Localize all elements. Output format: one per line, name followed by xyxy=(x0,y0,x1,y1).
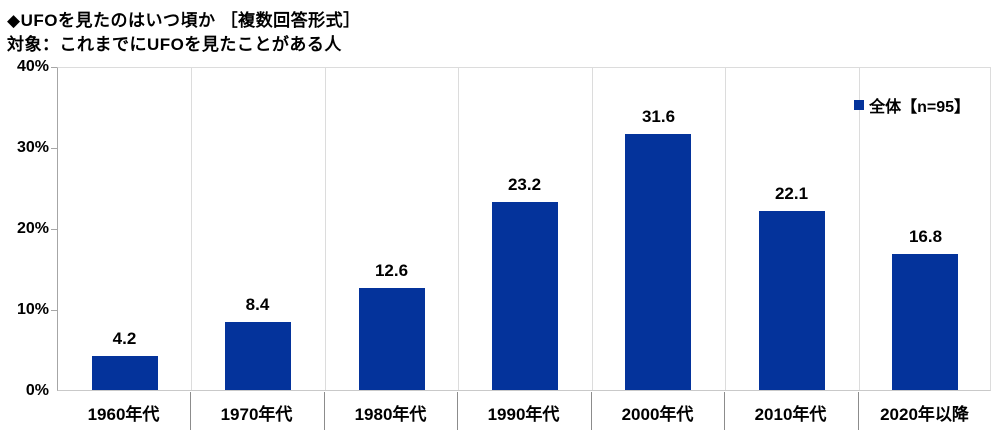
x-axis-tick-mark xyxy=(190,392,191,430)
bar-1970年代 xyxy=(225,322,291,390)
bar-1990年代 xyxy=(492,202,558,390)
category-gridline xyxy=(592,68,593,390)
bar-2000年代 xyxy=(625,134,691,390)
bar-value-label: 8.4 xyxy=(245,295,270,314)
category-gridline xyxy=(191,68,192,390)
y-axis-tick-mark xyxy=(51,148,57,149)
bar-2010年代 xyxy=(759,211,825,390)
y-axis-tick-label: 20% xyxy=(16,220,49,237)
x-axis-tick-mark xyxy=(591,392,592,430)
bar-1980年代 xyxy=(359,288,425,390)
bar-value-label: 4.2 xyxy=(112,329,137,348)
category-gridline xyxy=(325,68,326,390)
category-gridline xyxy=(458,68,459,390)
legend-series-label: 全体【n=95】 xyxy=(869,99,970,116)
y-axis-tick-label: 30% xyxy=(16,139,49,156)
x-axis-tick-mark xyxy=(457,392,458,430)
x-axis-category-label: 1970年代 xyxy=(220,405,293,424)
bar-value-label: 23.2 xyxy=(507,175,542,194)
category-gridline xyxy=(859,68,860,390)
legend: 全体【n=95】 xyxy=(854,93,970,117)
x-axis-tick-mark xyxy=(858,392,859,430)
bar-value-label: 12.6 xyxy=(374,261,409,280)
y-axis-tick-label: 0% xyxy=(25,382,49,399)
category-gridline xyxy=(725,68,726,390)
y-axis-tick-label: 10% xyxy=(16,301,49,318)
bar-value-label: 16.8 xyxy=(908,227,943,246)
x-axis-category-label: 2010年代 xyxy=(754,405,827,424)
page-title: ◆UFOを見たのはいつ頃か ［複数回答形式］ xyxy=(7,11,361,30)
plot-area: 4.2 8.4 12.6 23.2 31.6 22.1 16.8 xyxy=(57,67,991,391)
y-axis-tick-mark xyxy=(51,310,57,311)
x-axis-category-label: 1990年代 xyxy=(487,405,560,424)
page-subtitle: 対象：これまでにUFOを見たことがある人 xyxy=(7,35,342,54)
x-axis-category-label: 1960年代 xyxy=(87,405,160,424)
x-axis-category-label: 2000年代 xyxy=(621,405,694,424)
y-axis-tick-label: 40% xyxy=(16,58,49,75)
y-axis-tick-mark xyxy=(51,229,57,230)
x-axis-category-label: 1980年代 xyxy=(354,405,427,424)
legend-series-marker-icon xyxy=(854,100,865,110)
bar-value-label: 31.6 xyxy=(641,107,676,126)
y-axis-tick-mark xyxy=(51,67,57,68)
bar-1960年代 xyxy=(92,356,158,390)
x-axis-category-label: 2020年以降 xyxy=(880,405,969,424)
x-axis-tick-mark xyxy=(324,392,325,430)
bar-2020年以降 xyxy=(892,254,958,390)
x-axis-tick-mark xyxy=(724,392,725,430)
bar-value-label: 22.1 xyxy=(774,184,809,203)
